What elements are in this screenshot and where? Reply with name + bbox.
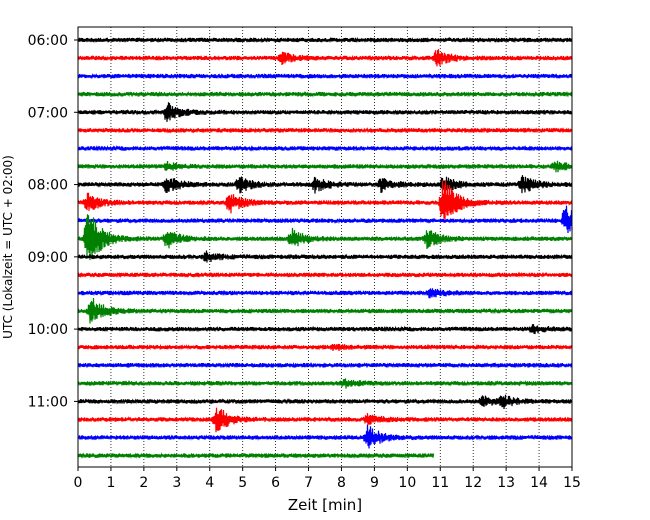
seismogram-trace	[77, 72, 573, 80]
seismogram-trace	[77, 407, 573, 433]
seismogram-trace	[77, 288, 573, 299]
seismogram-trace	[77, 324, 573, 335]
seismogram-trace	[77, 49, 573, 67]
x-tick-label: 13	[497, 475, 515, 491]
y-tick-label: 09:00	[28, 250, 68, 266]
seismogram-trace	[77, 297, 573, 324]
seismogram-trace	[77, 424, 573, 449]
seismogram-trace	[77, 250, 573, 263]
y-axis-label: UTC (Lokalzeit = UTC + 02:00)	[1, 155, 15, 339]
x-tick-label: 8	[337, 475, 346, 491]
tick-layer: 0 1 2 3 4 5 6 7 8 9 10 11 12 13 14 1506:0007:0008:0009:…	[28, 33, 581, 491]
seismogram-trace	[77, 394, 573, 410]
y-tick-label: 08:00	[28, 178, 68, 194]
seismogram-trace	[77, 175, 573, 194]
seismogram-trace	[77, 343, 573, 352]
seismogram-trace	[77, 127, 573, 134]
seismogram-trace	[77, 205, 573, 234]
x-tick-label: 12	[464, 475, 482, 491]
x-tick-label: 9	[370, 475, 379, 491]
grid-layer	[110, 27, 540, 467]
x-tick-label: 11	[431, 475, 449, 491]
seismogram-trace	[77, 144, 573, 152]
x-tick-label: 0	[74, 475, 83, 491]
seismogram-trace	[77, 271, 573, 279]
x-tick-label: 5	[238, 475, 247, 491]
seismogram-trace	[77, 378, 573, 389]
x-axis-label: Zeit [min]	[288, 496, 362, 514]
x-tick-label: 14	[530, 475, 548, 491]
x-tick-label: 1	[106, 475, 115, 491]
plot-frame	[77, 26, 573, 468]
y-tick-label: 11:00	[28, 394, 68, 410]
seismogram-trace	[77, 102, 573, 122]
seismogram-trace	[77, 90, 573, 98]
x-tick-label: 2	[139, 475, 148, 491]
x-tick-label: 3	[172, 475, 181, 491]
trace-layer	[77, 36, 573, 459]
seismogram-trace	[77, 452, 435, 459]
seismogram-trace	[77, 36, 573, 44]
x-tick-label: 10	[398, 475, 416, 491]
x-tick-label: 6	[271, 475, 280, 491]
seismogram-trace	[77, 214, 573, 261]
seismogram-trace	[77, 180, 573, 223]
y-tick-label: 10:00	[28, 322, 68, 338]
y-tick-label: 06:00	[28, 33, 68, 49]
x-tick-label: 7	[304, 475, 313, 491]
seismogram-trace	[77, 361, 573, 369]
y-tick-label: 07:00	[28, 105, 68, 121]
seismogram-trace	[77, 160, 573, 173]
x-tick-label: 4	[205, 475, 214, 491]
x-tick-label: 15	[563, 475, 581, 491]
